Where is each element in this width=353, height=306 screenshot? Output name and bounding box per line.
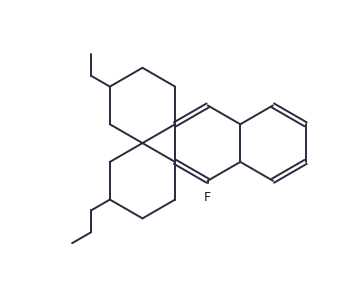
- Text: F: F: [204, 191, 211, 204]
